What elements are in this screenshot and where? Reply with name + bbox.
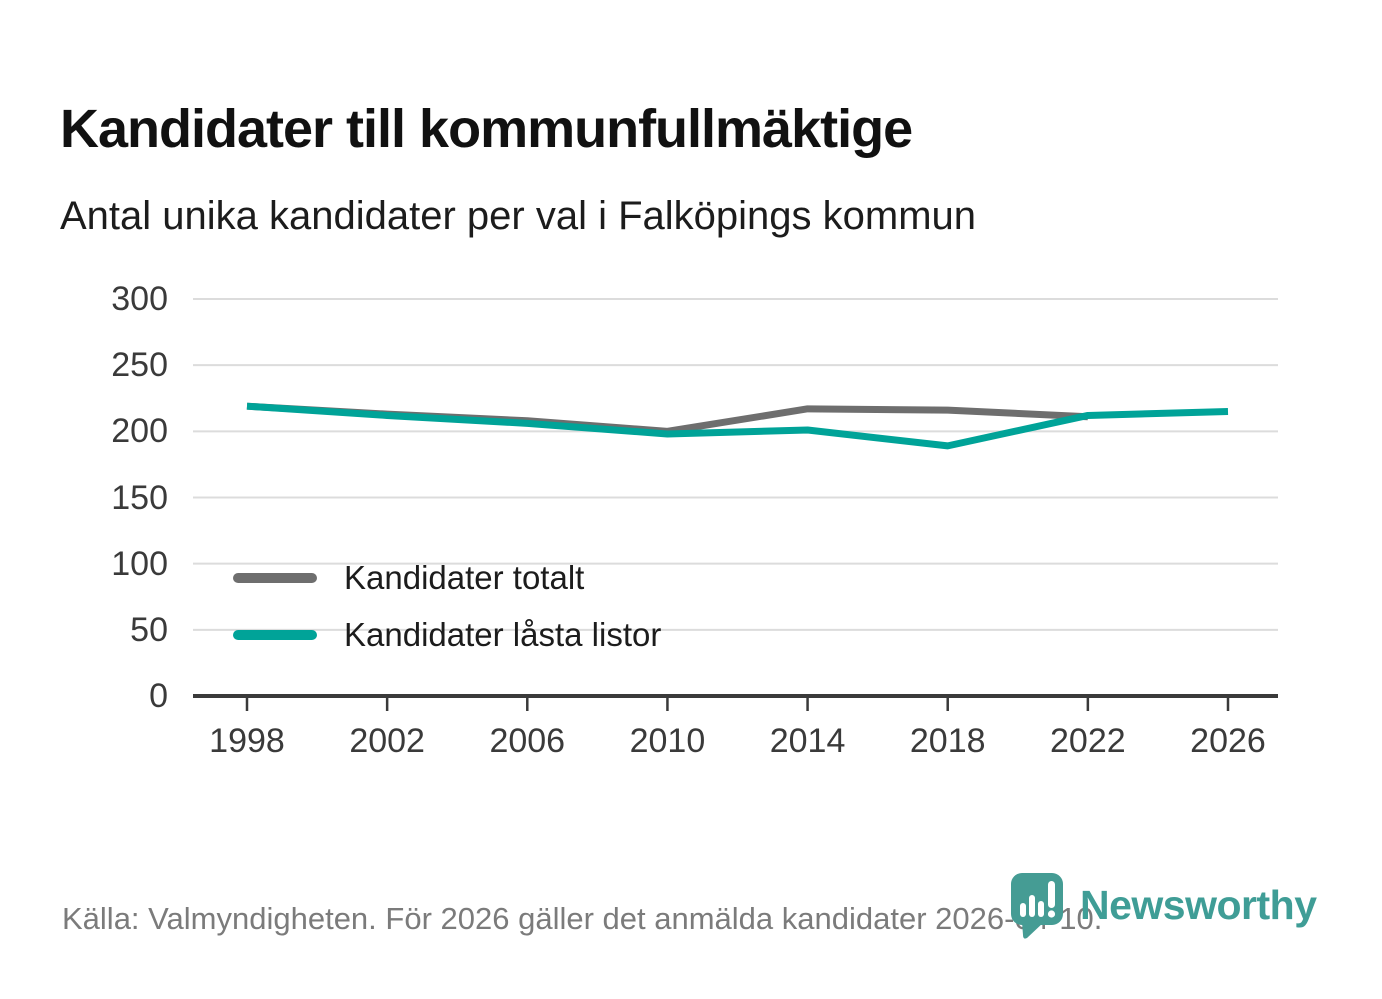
newsworthy-pin-icon bbox=[1011, 873, 1063, 939]
chart-subtitle: Antal unika kandidater per val i Falköpi… bbox=[60, 194, 977, 238]
x-tick-label: 2006 bbox=[489, 722, 566, 760]
legend-swatch-locked-lists bbox=[233, 629, 317, 640]
y-tick-label: 300 bbox=[111, 280, 168, 318]
legend-item-total: Kandidater totalt bbox=[233, 549, 661, 606]
legend-swatch-total bbox=[233, 572, 317, 583]
x-tick-label: 2010 bbox=[629, 722, 706, 760]
y-tick-label: 50 bbox=[130, 610, 168, 649]
y-tick-label: 0 bbox=[149, 677, 168, 715]
x-tick-label: 2026 bbox=[1190, 722, 1266, 760]
x-tick-label: 2018 bbox=[909, 722, 986, 760]
x-tick-label: 2002 bbox=[349, 722, 425, 760]
newsworthy-logo: Newsworthy bbox=[1010, 872, 1317, 940]
y-tick-label: 250 bbox=[111, 346, 168, 385]
newsworthy-wordmark: Newsworthy bbox=[1080, 882, 1317, 928]
source-note: Källa: Valmyndigheten. För 2026 gäller d… bbox=[62, 901, 1103, 936]
x-tick-label: 2022 bbox=[1050, 722, 1126, 760]
x-tick-label: 2014 bbox=[769, 722, 846, 760]
y-tick-label: 200 bbox=[111, 412, 168, 451]
legend-label-locked-lists: Kandidater låsta listor bbox=[344, 615, 662, 653]
legend: Kandidater totalt Kandidater låsta listo… bbox=[233, 549, 661, 663]
y-tick-label: 100 bbox=[111, 544, 168, 583]
series-line-total bbox=[246, 402, 1089, 435]
legend-label-total: Kandidater totalt bbox=[344, 558, 585, 596]
chart-title: Kandidater till kommunfullmäktige bbox=[60, 99, 913, 160]
x-tick-label: 1998 bbox=[209, 722, 285, 760]
series-line-locked-lists bbox=[246, 402, 1229, 450]
y-tick-label: 150 bbox=[111, 478, 168, 517]
legend-item-locked-lists: Kandidater låsta listor bbox=[233, 606, 661, 663]
